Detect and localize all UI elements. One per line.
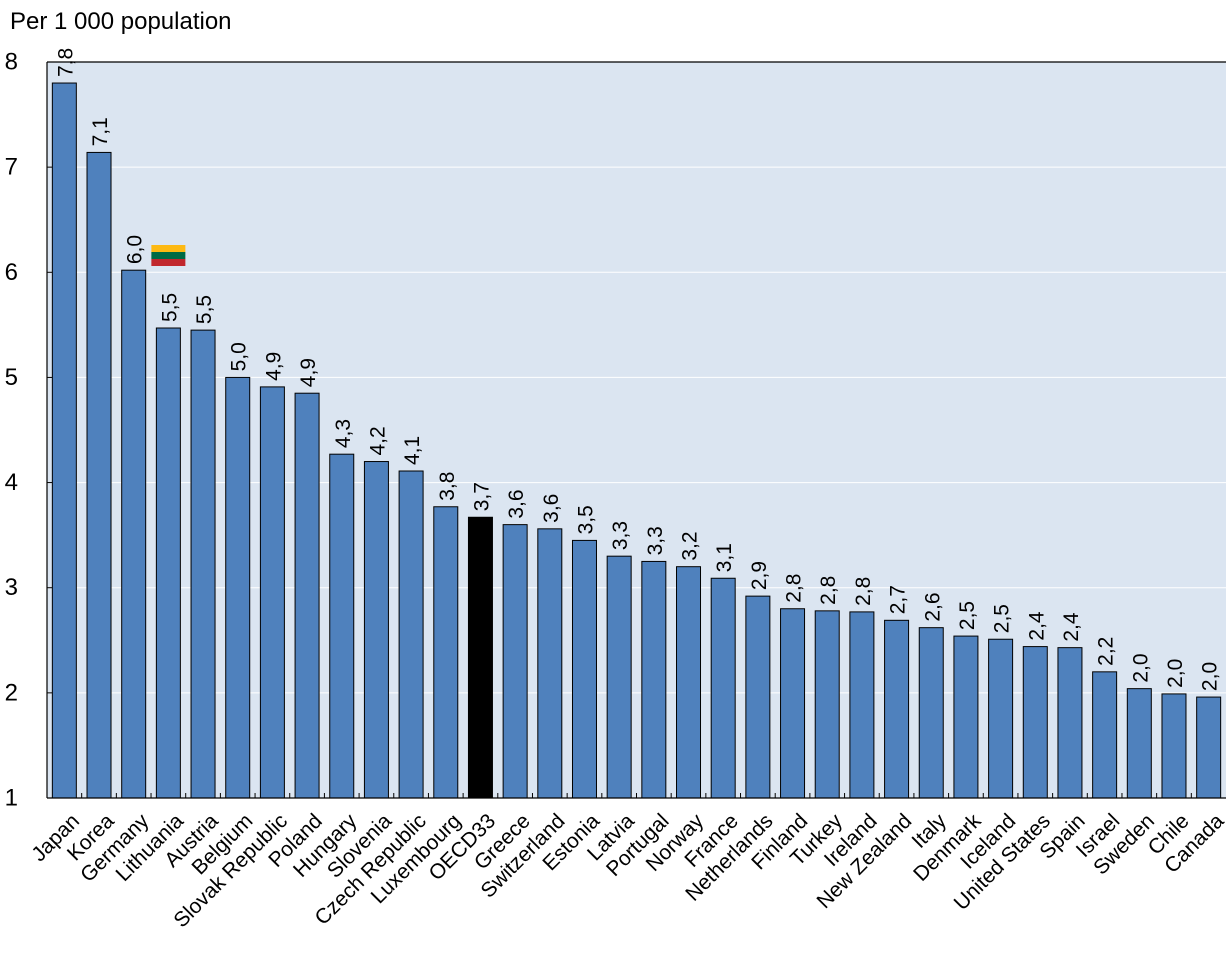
- value-label-finland: 2,8: [783, 574, 806, 603]
- value-label-turkey: 2,8: [817, 576, 840, 605]
- value-label-france: 3,1: [713, 543, 736, 572]
- y-tick-label: 6: [5, 259, 18, 286]
- value-label-spain: 2,4: [1060, 612, 1083, 642]
- bar-finland: [780, 608, 806, 799]
- bar-slovak-republic: [259, 386, 285, 799]
- value-label-switzerland: 3,6: [540, 494, 563, 523]
- value-label-oecd33: 3,7: [470, 482, 493, 511]
- value-label-italy: 2,6: [921, 592, 944, 621]
- value-label-lithuania: 5,5: [158, 293, 181, 322]
- bar-switzerland: [537, 528, 563, 799]
- bar-slovenia: [363, 461, 389, 799]
- y-tick-label: 7: [5, 154, 18, 181]
- bar-latvia: [606, 555, 632, 799]
- value-label-sweden: 2,0: [1129, 653, 1152, 682]
- value-label-korea: 7,1: [89, 117, 112, 146]
- value-label-luxembourg: 3,8: [436, 472, 459, 501]
- value-label-slovak-republic: 4,9: [262, 352, 285, 381]
- bar-czech-republic: [398, 470, 424, 799]
- bar-canada: [1196, 696, 1222, 799]
- value-label-chile: 2,0: [1164, 659, 1187, 688]
- bars: [51, 82, 1222, 799]
- bar-chile: [1161, 693, 1187, 799]
- bar-netherlands: [745, 595, 771, 799]
- bar-hungary: [329, 453, 355, 799]
- bar-spain: [1057, 647, 1083, 799]
- y-axis-ticks: 1 2 3 4 5 6 7 8: [5, 49, 52, 812]
- bar-germany: [121, 269, 147, 799]
- bar-japan: [51, 82, 77, 799]
- value-label-germany: 6,0: [124, 235, 147, 264]
- bar-sweden: [1126, 688, 1152, 799]
- y-tick-label: 3: [5, 574, 18, 601]
- value-label-slovenia: 4,2: [366, 426, 389, 455]
- bar-france: [710, 577, 736, 799]
- value-label-greece: 3,6: [505, 489, 528, 518]
- value-label-israel: 2,2: [1095, 637, 1118, 666]
- bar-ireland: [849, 611, 875, 799]
- value-label-estonia: 3,5: [574, 505, 597, 534]
- value-label-denmark: 2,5: [956, 601, 979, 630]
- value-label-austria: 5,5: [193, 295, 216, 324]
- flag-stripe: [151, 245, 186, 252]
- bar-belgium: [225, 376, 251, 799]
- x-axis-ticks: [81, 793, 1192, 798]
- value-label-hungary: 4,3: [332, 419, 355, 448]
- bar-lithuania: [155, 327, 181, 799]
- y-tick-label: 4: [5, 469, 18, 496]
- flag-stripe: [151, 252, 186, 259]
- bar-italy: [918, 627, 944, 799]
- value-label-poland: 4,9: [297, 358, 320, 387]
- bar-turkey: [814, 610, 840, 799]
- value-label-portugal: 3,3: [644, 526, 667, 555]
- value-label-ireland: 2,8: [852, 577, 875, 606]
- bar-korea: [86, 151, 112, 799]
- bar-denmark: [953, 635, 979, 799]
- value-label-latvia: 3,3: [609, 521, 632, 550]
- y-tick-label: 8: [5, 49, 18, 76]
- bar-poland: [294, 392, 320, 799]
- y-tick-label: 2: [5, 679, 18, 706]
- value-label-norway: 3,2: [679, 531, 702, 560]
- y-tick-label: 5: [5, 364, 18, 391]
- bar-united-states: [1022, 646, 1048, 799]
- value-label-iceland: 2,5: [991, 604, 1014, 633]
- bar-israel: [1092, 671, 1118, 799]
- value-label-czech-republic: 4,1: [401, 436, 424, 465]
- y-tick-label: 1: [5, 785, 18, 812]
- bar-greece: [502, 524, 528, 799]
- value-labels: 7,87,16,05,5 5,55,0 4,9 4,94,3 4,2 4,13,8 3,7 3…: [54, 48, 1221, 691]
- value-label-new-zealand: 2,7: [887, 585, 910, 614]
- bar-new-zealand: [884, 619, 910, 799]
- bar-iceland: [988, 638, 1014, 799]
- category-labels: JapanKoreaGermanyLithuaniaAustriaBelgium…: [27, 809, 1226, 932]
- bar-austria: [190, 329, 216, 799]
- bar-oecd33: [467, 516, 493, 799]
- y-axis-unit-label: Per 1 000 population: [10, 8, 232, 35]
- bar-norway: [676, 566, 702, 799]
- value-label-canada: 2,0: [1199, 662, 1222, 691]
- flag-stripe: [151, 259, 186, 266]
- value-label-belgium: 5,0: [228, 342, 251, 371]
- lithuania-flag-icon: [151, 245, 186, 266]
- bar-portugal: [641, 560, 667, 799]
- plot-area: [47, 62, 1226, 798]
- bar-luxembourg: [433, 506, 459, 799]
- bar-estonia: [571, 539, 597, 799]
- value-label-united-states: 2,4: [1025, 611, 1048, 641]
- value-label-netherlands: 2,9: [748, 561, 771, 590]
